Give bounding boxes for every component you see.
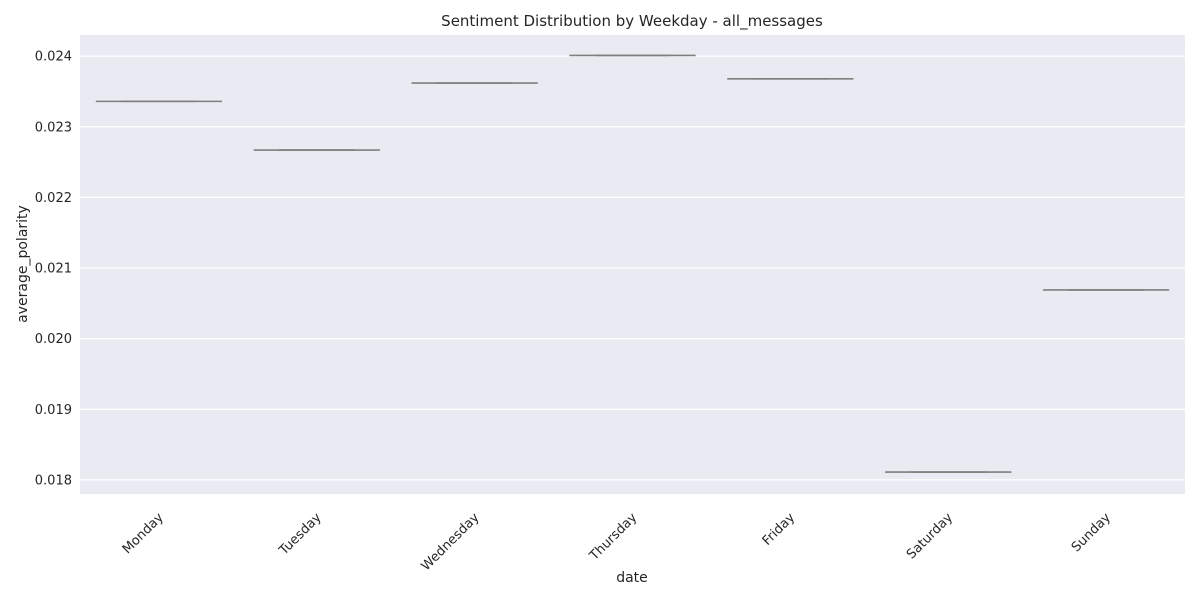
chart-title: Sentiment Distribution by Weekday - all_… xyxy=(441,12,823,31)
plot-area xyxy=(80,35,1185,494)
box-series xyxy=(95,54,1170,473)
x-axis-ticks: Monday Tuesday Wednesday Thursday Friday Satu… xyxy=(120,510,1114,574)
y-tick-label: 0.024 xyxy=(35,50,72,65)
x-tick-label: Saturday xyxy=(904,510,956,562)
x-tick-label: Monday xyxy=(120,510,167,557)
y-axis-label: average_polarity xyxy=(15,205,31,323)
y-axis-ticks: 0.018 0.019 0.020 0.021 0.022 0.023 0.024 xyxy=(35,50,72,489)
y-tick-label: 0.023 xyxy=(35,120,72,135)
y-tick-label: 0.022 xyxy=(35,191,72,206)
x-tick-label: Thursday xyxy=(586,510,640,564)
y-tick-label: 0.018 xyxy=(35,473,72,488)
x-tick-label: Friday xyxy=(760,510,799,549)
x-axis-label: date xyxy=(616,570,648,586)
y-tick-label: 0.021 xyxy=(35,262,72,277)
grid-lines xyxy=(80,55,1185,481)
x-tick-label: Wednesday xyxy=(419,510,483,574)
x-tick-label: Sunday xyxy=(1069,510,1114,555)
y-tick-label: 0.019 xyxy=(35,403,72,418)
x-tick-label: Tuesday xyxy=(276,510,325,559)
y-tick-label: 0.020 xyxy=(35,332,72,347)
